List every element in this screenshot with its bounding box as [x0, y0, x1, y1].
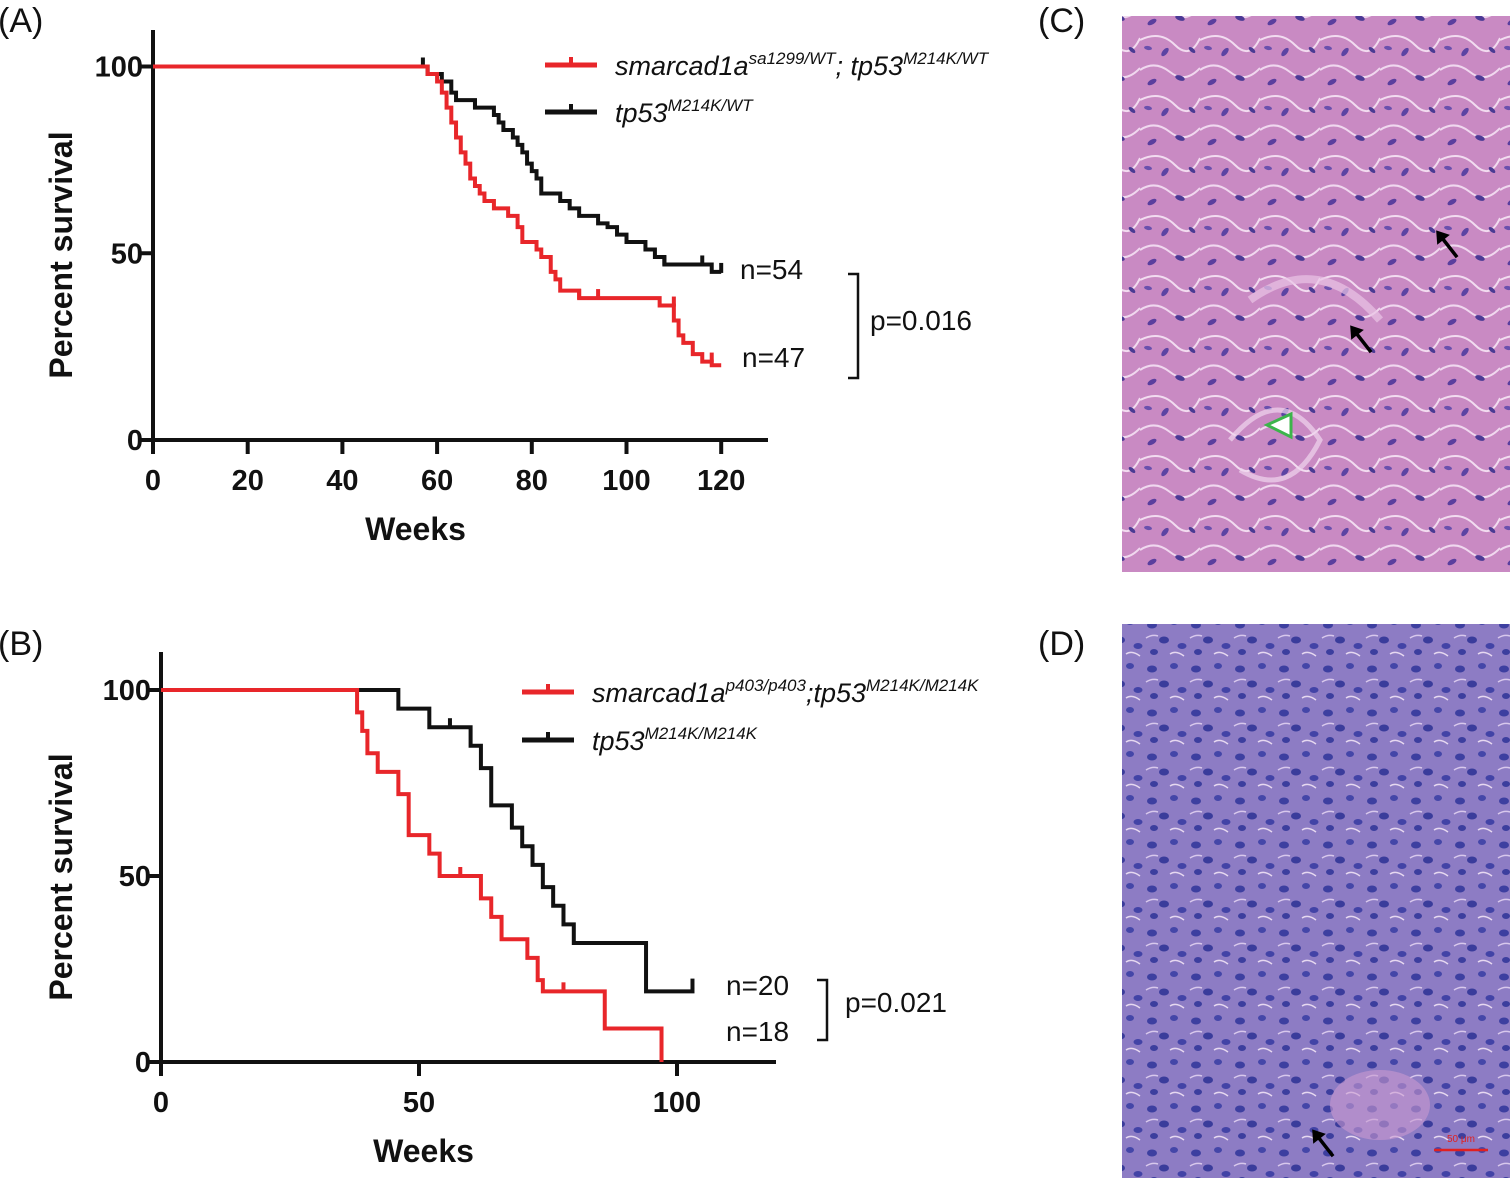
survival-curve [153, 64, 722, 274]
y-axis-title: Percent survival [43, 753, 79, 1000]
micrograph-c [1122, 16, 1510, 572]
y-tick-label: 50 [119, 861, 151, 893]
n-label: n=18 [726, 1016, 789, 1047]
x-tick-label: 0 [145, 465, 161, 497]
y-tick-label: 0 [135, 1047, 151, 1079]
x-tick-label: 120 [697, 465, 745, 497]
x-tick-label: 100 [653, 1087, 701, 1119]
x-tick-label: 40 [326, 465, 358, 497]
y-tick-label: 100 [103, 675, 151, 707]
significance-bracket [848, 272, 860, 380]
micrograph-d-image [1122, 624, 1510, 1178]
x-tick-label: 50 [403, 1087, 435, 1119]
micrograph-d: 50 μm [1122, 624, 1510, 1178]
legend-label: smarcad1asa1299/WT; tp53M214K/WT [615, 49, 990, 81]
legend-label: tp53M214K/M214K [592, 724, 758, 756]
x-tick-label: 80 [516, 465, 548, 497]
x-tick-label: 0 [153, 1087, 169, 1119]
n-label: n=47 [742, 342, 805, 373]
open-triangle-icon [1263, 411, 1293, 440]
arrow-icon [1350, 325, 1373, 354]
micrograph-c-stroma-streak [1247, 275, 1384, 323]
survival-curve [161, 688, 695, 994]
micrograph-c-whorl [1228, 407, 1323, 483]
survival-chart-b: 0 50 100 0 50 100 Weeks Percent survival smarcad… [43, 652, 979, 1169]
panel-label-b: (B) [0, 625, 43, 663]
p-value-label: p=0.016 [870, 305, 972, 336]
arrow-icon [1436, 230, 1459, 259]
arrow-icon [1312, 1129, 1335, 1158]
legend-label: tp53M214K/WT [615, 96, 754, 128]
panel-label-d: (D) [1038, 625, 1085, 663]
panel-label-a: (A) [0, 2, 43, 40]
survival-curve [153, 64, 722, 368]
y-tick-label: 100 [95, 52, 143, 84]
y-tick-label: 0 [127, 425, 143, 457]
scale-bar-label: 50 μm [1447, 1134, 1475, 1145]
x-tick-label: 20 [232, 465, 264, 497]
survival-curve [161, 688, 664, 1062]
y-axis-title: Percent survival [43, 131, 79, 378]
x-tick-label: 60 [421, 465, 453, 497]
p-value-label: p=0.021 [845, 987, 947, 1018]
x-axis-title: Weeks [365, 511, 466, 547]
x-tick-label: 100 [602, 465, 650, 497]
survival-chart-a: 0 20 40 60 80 100 120 0 50 100 Weeks Percent surviv… [43, 30, 990, 547]
panel-label-c: (C) [1038, 2, 1085, 40]
micrograph-d-pink-region [1330, 1070, 1430, 1140]
micrograph-c-image [1122, 16, 1510, 572]
n-label: n=20 [726, 970, 789, 1001]
n-label: n=54 [740, 254, 803, 285]
legend-label: smarcad1ap403/p403;tp53M214K/M214K [592, 676, 979, 708]
y-tick-label: 50 [111, 238, 143, 270]
significance-bracket [817, 978, 829, 1042]
x-axis-title: Weeks [373, 1133, 474, 1169]
